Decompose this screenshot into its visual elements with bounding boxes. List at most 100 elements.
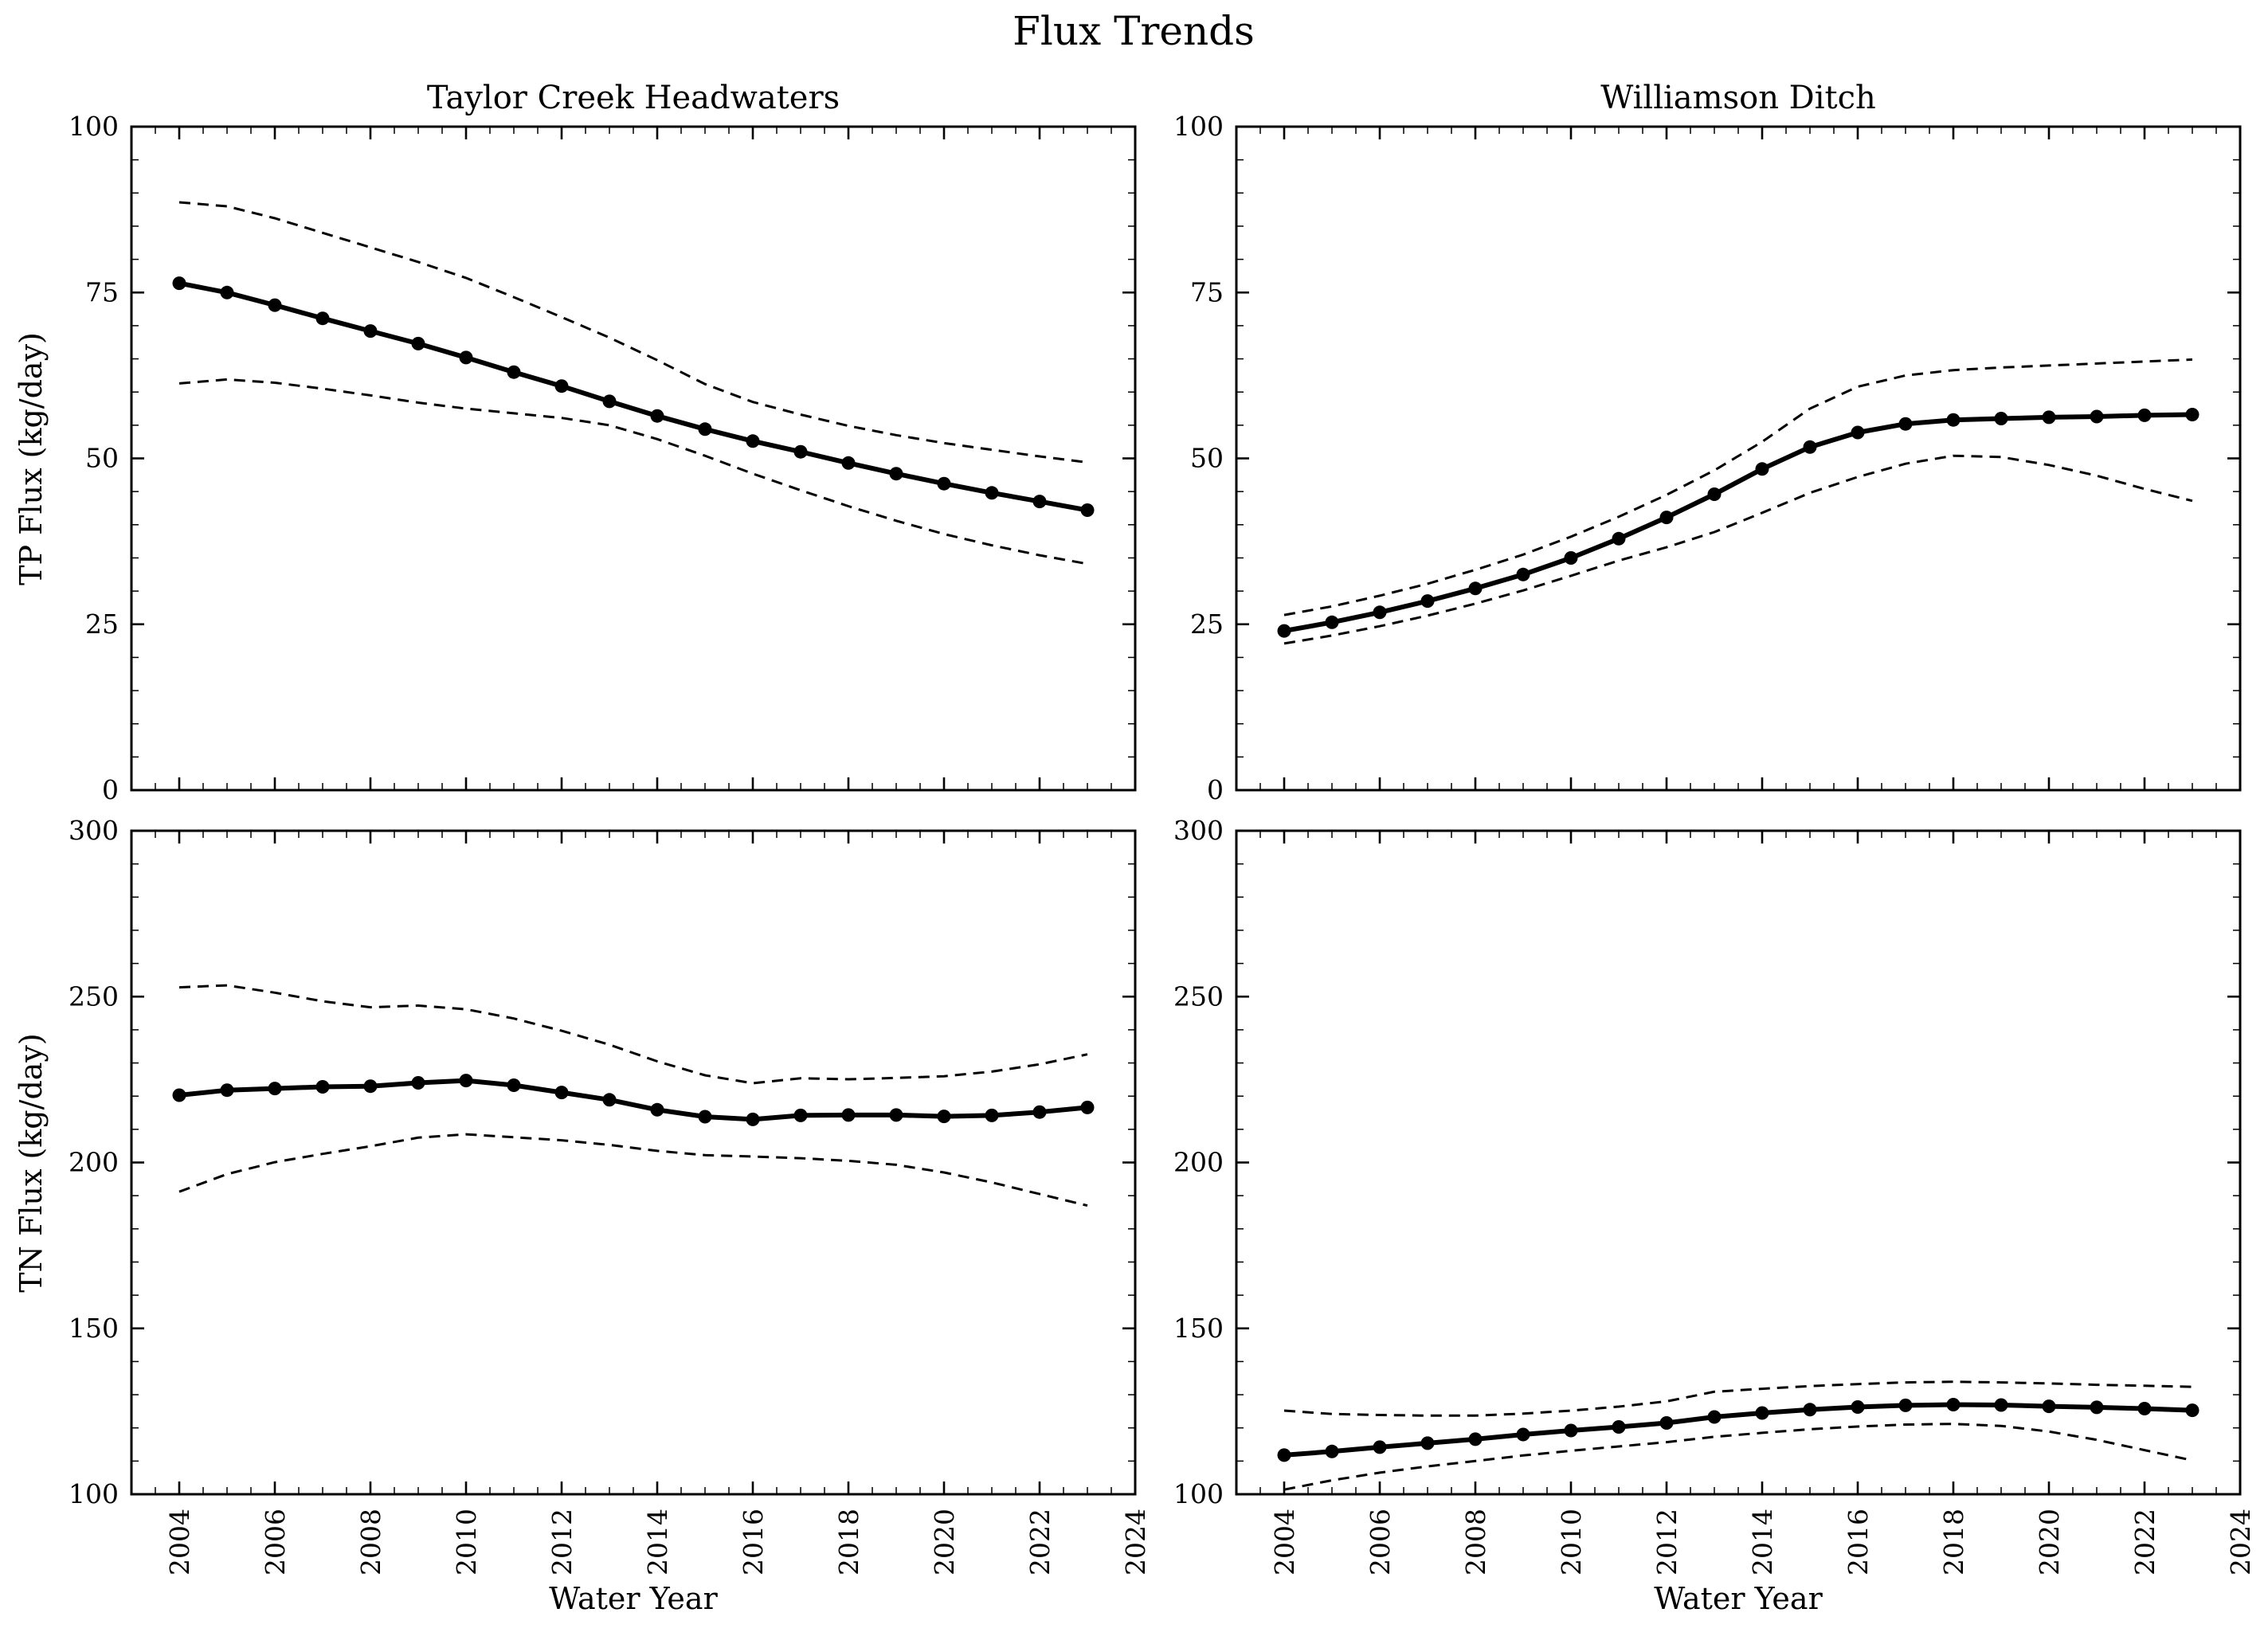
- axis-ticks: [1236, 125, 2242, 792]
- axis-ticks: [131, 125, 1137, 792]
- flux-trend-line: [177, 280, 1090, 513]
- data-point-marker: [1946, 413, 1961, 427]
- data-point-marker: [1373, 605, 1387, 620]
- data-point-marker: [650, 409, 664, 423]
- data-point-marker: [1803, 1403, 1817, 1417]
- data-point-marker: [554, 1086, 569, 1100]
- axis-ticks: [1236, 829, 2242, 1496]
- data-point-marker: [2090, 409, 2104, 424]
- data-point-marker: [1468, 1432, 1483, 1446]
- y-tick-label: 100: [1173, 111, 1224, 142]
- panel-frame: [1235, 829, 2242, 1496]
- x-tick-label: 2004: [164, 1509, 195, 1575]
- data-point-marker: [315, 1080, 330, 1094]
- data-point-marker: [650, 1102, 664, 1117]
- x-tick-label: 2018: [833, 1509, 864, 1575]
- data-point-marker: [1420, 594, 1435, 609]
- panel-frame: [130, 829, 1137, 1496]
- y-tick-label: 50: [1190, 443, 1224, 474]
- data-point-marker: [554, 379, 569, 393]
- data-point-marker: [315, 311, 330, 326]
- panels-group: 0 25 50 75 100 0 25 50 75 100 100 150 200 250 300 2004 2…: [69, 111, 2256, 1575]
- y-tick-label: 200: [69, 1147, 119, 1178]
- panel-title-williamson-ditch: Williamson Ditch: [1600, 80, 1876, 116]
- x-tick-label: 2006: [1365, 1509, 1396, 1575]
- data-point-marker: [2042, 410, 2056, 425]
- panel-tp-taylor-creek: 0 25 50 75 100: [69, 111, 1137, 805]
- data-point-marker: [985, 486, 999, 500]
- x-tick-label: 2024: [1120, 1509, 1151, 1575]
- data-point-marker: [1080, 503, 1095, 517]
- data-point-marker: [1659, 1416, 1674, 1430]
- data-point-marker: [698, 1110, 712, 1124]
- upper-confidence-line: [1283, 1380, 2193, 1417]
- upper-confidence-line: [178, 984, 1088, 1085]
- data-point-marker: [1946, 1398, 1961, 1411]
- data-point-marker: [1032, 1105, 1047, 1119]
- data-point-marker: [1898, 417, 1913, 431]
- data-point-marker: [937, 1110, 951, 1124]
- data-point-marker: [2042, 1399, 2056, 1414]
- axis-ticks: [131, 829, 1137, 1496]
- y-tick-label: 300: [69, 815, 119, 846]
- data-point-marker: [220, 285, 234, 299]
- y-tick-label: 100: [1173, 1478, 1224, 1509]
- data-point-marker: [411, 1076, 425, 1090]
- y-tick-label: 75: [85, 276, 119, 307]
- y-tick-label: 250: [69, 980, 119, 1012]
- y-axis-label-tn-flux: TN Flux (kg/day): [14, 1033, 49, 1292]
- x-tick-label: 2020: [929, 1509, 960, 1575]
- data-point-marker: [1851, 425, 1865, 440]
- data-point-marker: [1277, 624, 1291, 638]
- data-point-marker: [1659, 511, 1674, 525]
- y-tick-label: 50: [85, 443, 119, 474]
- data-point-marker: [2090, 1400, 2104, 1415]
- x-tick-label: 2024: [2225, 1509, 2256, 1575]
- data-point-marker: [698, 422, 712, 436]
- data-point-marker: [841, 1108, 856, 1122]
- data-point-marker: [1032, 495, 1047, 509]
- x-tick-label: 2010: [1556, 1509, 1587, 1575]
- panel-tp-williamson-ditch: 0 25 50 75 100: [1173, 111, 2242, 805]
- data-point-marker: [1851, 1400, 1865, 1414]
- panel-title-taylor-creek: Taylor Creek Headwaters: [427, 80, 840, 116]
- x-tick-label: 2008: [1460, 1509, 1491, 1575]
- x-tick-label: 2008: [355, 1509, 386, 1575]
- y-tick-label: 0: [102, 774, 119, 805]
- panel-frame: [130, 125, 1137, 792]
- y-tick-label: 25: [85, 609, 119, 640]
- data-point-marker: [1803, 440, 1817, 454]
- x-axis-label-left: Water Year: [549, 1581, 718, 1616]
- data-point-marker: [602, 394, 617, 409]
- lower-confidence-line: [1283, 454, 2193, 645]
- y-tick-label: 150: [1173, 1313, 1224, 1344]
- data-point-marker: [1080, 1100, 1095, 1114]
- data-point-marker: [746, 434, 760, 448]
- data-point-marker: [1755, 1406, 1769, 1420]
- y-tick-label: 25: [1190, 609, 1224, 640]
- x-tick-label: 2012: [1651, 1509, 1682, 1575]
- data-point-marker: [1420, 1436, 1435, 1450]
- x-tick-label: 2006: [260, 1509, 291, 1575]
- data-point-marker: [268, 298, 282, 312]
- data-point-marker: [459, 1074, 473, 1088]
- data-point-marker: [2137, 1402, 2152, 1415]
- data-point-marker: [1468, 581, 1483, 596]
- data-point-marker: [1994, 1398, 2008, 1412]
- data-point-marker: [1516, 567, 1530, 581]
- data-point-marker: [507, 1078, 521, 1092]
- data-point-marker: [1994, 412, 2008, 425]
- data-point-marker: [411, 336, 425, 350]
- data-point-marker: [1612, 531, 1626, 546]
- x-tick-label: 2016: [738, 1509, 769, 1575]
- data-point-marker: [1707, 487, 1722, 501]
- data-point-marker: [889, 1108, 903, 1122]
- data-point-marker: [1325, 1444, 1339, 1458]
- data-point-marker: [268, 1082, 282, 1096]
- y-tick-label: 200: [1173, 1147, 1224, 1178]
- x-tick-label: 2010: [451, 1509, 482, 1575]
- data-point-marker: [2185, 408, 2199, 421]
- data-point-marker: [363, 1079, 378, 1094]
- data-point-marker: [172, 276, 186, 291]
